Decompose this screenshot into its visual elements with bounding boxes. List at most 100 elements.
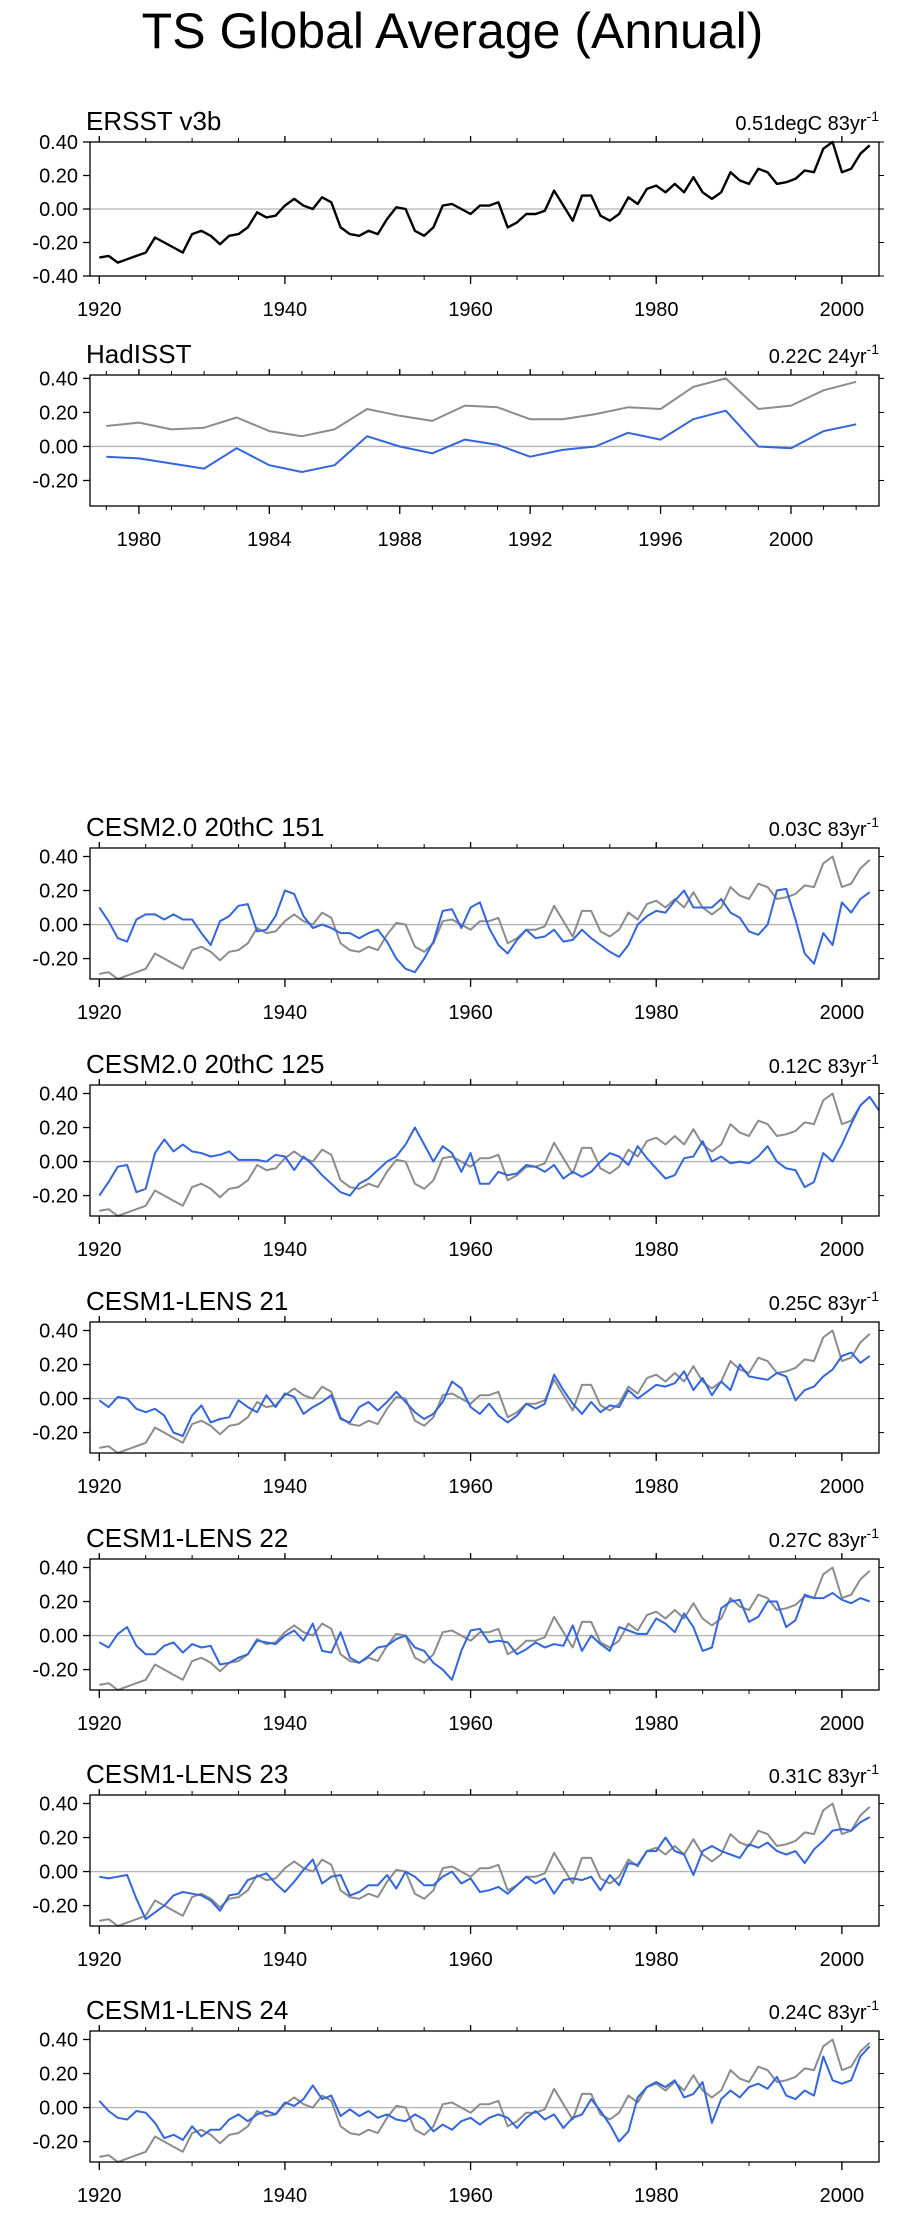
y-tick-label: 0.20 (39, 1118, 78, 1140)
plot-frame (89, 2030, 880, 2163)
y-tick-label: 0.40 (39, 1794, 78, 1816)
y-tick-label: -0.20 (32, 470, 78, 492)
y-tick-label: 0.00 (39, 1626, 78, 1648)
series-line-model (106, 409, 857, 473)
y-tick-label: -0.20 (32, 233, 78, 255)
x-tick-label: 1980 (634, 299, 679, 321)
x-tick-label: 1980 (634, 1476, 679, 1498)
series-line-reference (106, 377, 857, 438)
trend-unit-exponent: -1 (867, 1288, 880, 1304)
y-tick-label: 0.40 (39, 2030, 78, 2052)
x-tick-label: 1940 (263, 2185, 308, 2207)
x-tick-label: 1940 (263, 1949, 308, 1971)
series-line-model (99, 1816, 871, 1921)
y-tick-label: 0.40 (39, 132, 78, 154)
trend-value: 0.12C 83yr (769, 1056, 867, 1078)
trend-unit-exponent: -1 (867, 108, 880, 124)
y-tick-label: 0.20 (39, 881, 78, 903)
series-line-observed (99, 140, 871, 264)
y-tick-label: -0.20 (32, 2132, 78, 2154)
trend-unit-exponent: -1 (867, 1051, 880, 1067)
x-tick-label: 2000 (820, 1713, 865, 1735)
plot-frame (89, 1321, 880, 1454)
y-tick-label: 0.00 (39, 1389, 78, 1411)
trend-unit-exponent: -1 (867, 814, 880, 830)
y-tick-label: 0.00 (39, 2098, 78, 2120)
panel-title: CESM1-LENS 24 (86, 1995, 288, 2025)
chart-panel-2: -0.20 0.00 0.20 0.40 1980 1984 1988 1992 1996 200… (32, 339, 884, 551)
panel-title: HadISST (86, 339, 192, 369)
chart-panel-5: -0.20 0.00 0.20 0.40 1920 1940 1960 1980 2000 CES… (32, 1286, 884, 1498)
trend-unit-exponent: -1 (867, 341, 880, 357)
series-line-model (98, 1351, 871, 1437)
y-tick-label: 0.00 (39, 1862, 78, 1884)
x-tick-label: 1920 (77, 1713, 122, 1735)
series-line-reference (99, 2038, 871, 2163)
x-tick-label: 1984 (247, 529, 292, 551)
x-tick-label: 1980 (117, 529, 162, 551)
y-tick-label: 0.40 (39, 847, 78, 869)
trend-label: 0.24C 83yr-1 (769, 1997, 880, 2024)
trend-label: 0.03C 83yr-1 (769, 814, 880, 841)
y-tick-label: 0.40 (39, 368, 78, 390)
x-tick-label: 1960 (448, 1949, 493, 1971)
x-tick-label: 1992 (508, 529, 553, 551)
panel-title: CESM1-LENS 21 (86, 1286, 288, 1316)
x-tick-label: 1960 (448, 299, 493, 321)
trend-unit-exponent: -1 (867, 1997, 880, 2013)
y-tick-label: 0.20 (39, 2064, 78, 2086)
y-tick-label: 0.20 (39, 166, 78, 188)
trend-value: 0.25C 83yr (769, 1293, 867, 1315)
y-tick-label: 0.00 (39, 436, 78, 458)
series-line-reference (99, 1092, 871, 1217)
x-tick-label: 2000 (820, 1476, 865, 1498)
x-tick-label: 2000 (820, 1949, 865, 1971)
trend-label: 0.51degC 83yr-1 (735, 108, 879, 135)
x-tick-label: 1960 (448, 1002, 493, 1024)
series-line-reference (99, 1566, 871, 1691)
chart-panel-8: -0.20 0.00 0.20 0.40 1920 1940 1960 1980 2000 CES… (32, 1995, 884, 2207)
trend-value: 0.31C 83yr (769, 1766, 867, 1788)
x-tick-label: 1980 (634, 1713, 679, 1735)
x-tick-label: 1980 (634, 1949, 679, 1971)
trend-value: 0.22C 24yr (769, 346, 867, 368)
y-tick-label: 0.20 (39, 1592, 78, 1614)
plot-frame (89, 847, 880, 980)
series-line-model (98, 1095, 880, 1197)
plot-frame (89, 1084, 880, 1217)
panel-title: CESM2.0 20thC 125 (86, 1049, 324, 1079)
x-tick-label: 1920 (77, 1949, 122, 1971)
y-tick-label: 0.20 (39, 402, 78, 424)
x-tick-label: 2000 (820, 2185, 865, 2207)
series-line-model (98, 2045, 871, 2143)
panel-title: ERSST v3b (86, 106, 221, 136)
x-tick-label: 1920 (77, 2185, 122, 2207)
x-tick-label: 1980 (634, 1002, 679, 1024)
trend-label: 0.27C 83yr-1 (769, 1525, 880, 1552)
series-line-model (98, 1592, 871, 1681)
trend-value: 0.24C 83yr (769, 2002, 867, 2024)
y-tick-label: 0.20 (39, 1828, 78, 1850)
panel-title: CESM2.0 20thC 151 (86, 812, 324, 842)
x-tick-label: 1940 (263, 1002, 308, 1024)
chart-panel-6: -0.20 0.00 0.20 0.40 1920 1940 1960 1980 2000 CES… (32, 1523, 884, 1735)
x-tick-label: 2000 (820, 1002, 865, 1024)
x-tick-label: 1960 (448, 1476, 493, 1498)
chart-panel-1: -0.40 -0.20 0.00 0.20 0.40 1920 1940 1960 1980 20… (32, 106, 884, 321)
x-tick-label: 1940 (263, 1239, 308, 1261)
x-tick-label: 2000 (769, 529, 814, 551)
series-line-reference (99, 1802, 871, 1927)
chart-panel-4: -0.20 0.00 0.20 0.40 1920 1940 1960 1980 2000 CES… (32, 1049, 884, 1261)
chart-panel-3: -0.20 0.00 0.20 0.40 1920 1940 1960 1980 2000 CES… (32, 812, 884, 1024)
panel-title: CESM1-LENS 22 (86, 1523, 288, 1553)
y-tick-label: 0.20 (39, 1355, 78, 1377)
y-tick-label: -0.20 (32, 1896, 78, 1918)
x-tick-label: 1980 (634, 2185, 679, 2207)
y-tick-label: 0.40 (39, 1558, 78, 1580)
series-line-reference (99, 1329, 871, 1454)
trend-label: 0.25C 83yr-1 (769, 1288, 880, 1315)
x-tick-label: 1940 (263, 1713, 308, 1735)
trend-label: 0.22C 24yr-1 (769, 341, 880, 368)
x-tick-label: 1988 (377, 529, 422, 551)
